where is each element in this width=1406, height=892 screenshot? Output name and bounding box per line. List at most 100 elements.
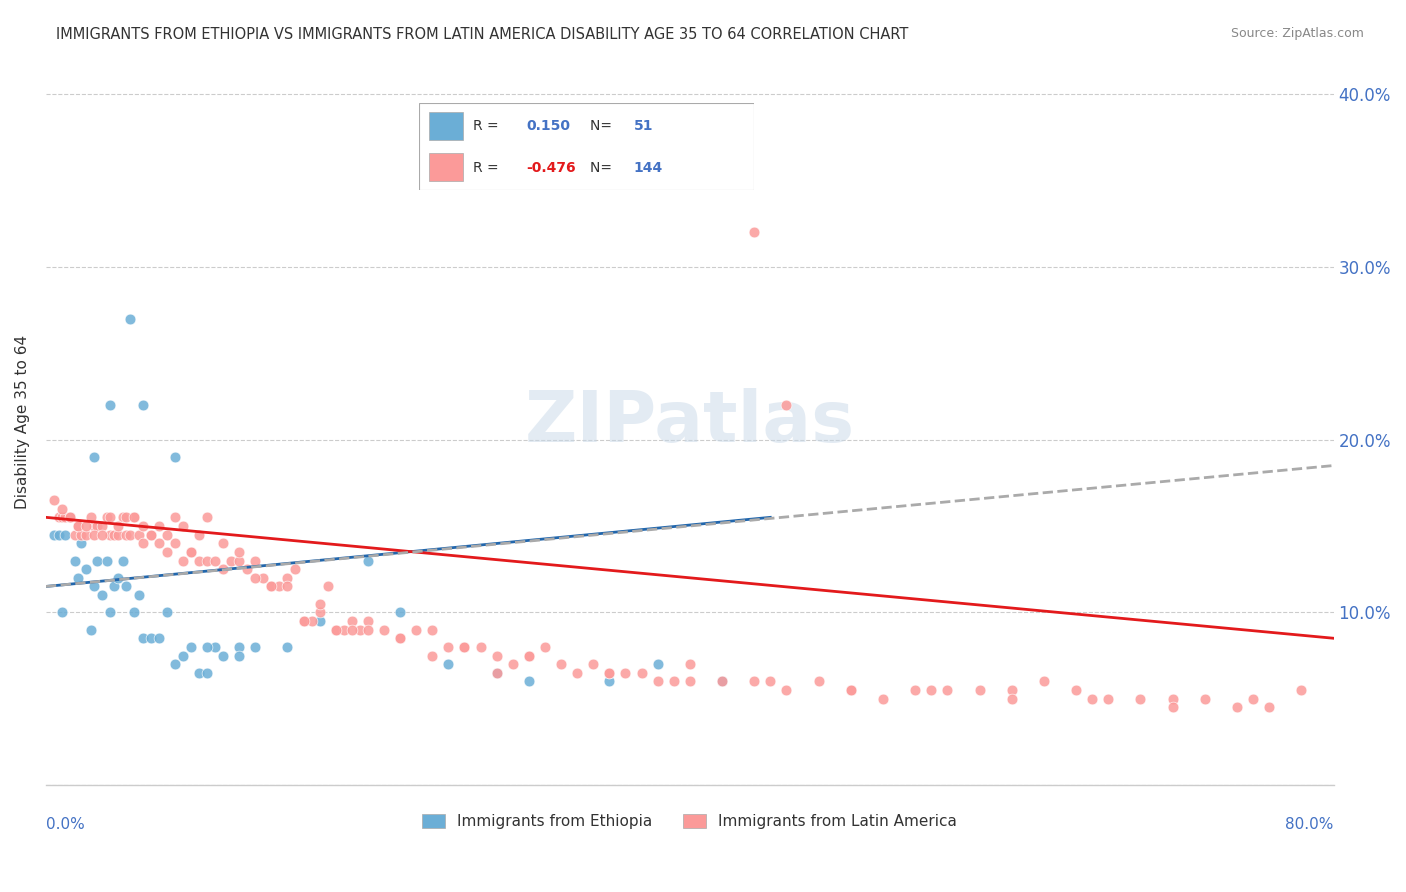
Point bbox=[565, 665, 588, 680]
Point bbox=[325, 623, 347, 637]
Point bbox=[86, 519, 108, 533]
Point bbox=[53, 510, 76, 524]
Point bbox=[172, 553, 194, 567]
Point bbox=[389, 605, 412, 619]
Point bbox=[711, 674, 734, 689]
Point bbox=[872, 691, 894, 706]
Point bbox=[195, 640, 218, 654]
Point bbox=[131, 536, 153, 550]
Point bbox=[98, 510, 121, 524]
Point bbox=[679, 657, 702, 672]
Point bbox=[75, 527, 97, 541]
Point bbox=[284, 562, 307, 576]
Point bbox=[534, 640, 557, 654]
Point bbox=[340, 614, 363, 628]
Point bbox=[156, 545, 179, 559]
Point bbox=[308, 605, 330, 619]
Point bbox=[332, 623, 354, 637]
Point bbox=[112, 553, 135, 567]
Point bbox=[204, 640, 226, 654]
Point bbox=[759, 674, 782, 689]
Point bbox=[67, 571, 90, 585]
Point bbox=[245, 571, 267, 585]
Point bbox=[839, 683, 862, 698]
Point bbox=[470, 640, 492, 654]
Point bbox=[582, 657, 605, 672]
Point bbox=[180, 545, 202, 559]
Point bbox=[420, 648, 443, 663]
Point bbox=[96, 553, 118, 567]
Point bbox=[67, 519, 90, 533]
Point bbox=[118, 311, 141, 326]
Point bbox=[83, 450, 105, 464]
Point bbox=[139, 527, 162, 541]
Point bbox=[163, 510, 186, 524]
Point bbox=[118, 527, 141, 541]
Point bbox=[389, 632, 412, 646]
Point bbox=[969, 683, 991, 698]
Point bbox=[195, 510, 218, 524]
Point bbox=[517, 648, 540, 663]
Point bbox=[180, 640, 202, 654]
Point bbox=[316, 579, 339, 593]
Point bbox=[1032, 674, 1054, 689]
Point bbox=[308, 614, 330, 628]
Point bbox=[517, 674, 540, 689]
Point bbox=[276, 579, 298, 593]
Point bbox=[51, 510, 73, 524]
Point bbox=[647, 657, 669, 672]
Point bbox=[276, 640, 298, 654]
Point bbox=[245, 640, 267, 654]
Point bbox=[1258, 700, 1281, 714]
Point bbox=[550, 657, 572, 672]
Point bbox=[630, 665, 652, 680]
Point bbox=[86, 553, 108, 567]
Point bbox=[48, 527, 70, 541]
Point bbox=[115, 527, 138, 541]
Point bbox=[195, 665, 218, 680]
Point bbox=[598, 674, 620, 689]
Point bbox=[59, 510, 82, 524]
Point bbox=[340, 623, 363, 637]
Point bbox=[148, 536, 170, 550]
Point bbox=[453, 640, 475, 654]
Point bbox=[83, 519, 105, 533]
Point bbox=[1001, 691, 1024, 706]
Point bbox=[662, 674, 685, 689]
Point bbox=[437, 657, 460, 672]
Point bbox=[195, 553, 218, 567]
Point bbox=[1097, 691, 1119, 706]
Point bbox=[236, 562, 259, 576]
Point bbox=[1081, 691, 1104, 706]
Point bbox=[115, 579, 138, 593]
Point bbox=[502, 657, 524, 672]
Point bbox=[98, 527, 121, 541]
Point bbox=[131, 398, 153, 412]
Point bbox=[598, 665, 620, 680]
Point bbox=[260, 579, 283, 593]
Point bbox=[292, 614, 315, 628]
Point bbox=[1161, 691, 1184, 706]
Point bbox=[936, 683, 959, 698]
Point bbox=[124, 605, 146, 619]
Point bbox=[517, 648, 540, 663]
Point bbox=[228, 648, 250, 663]
Point bbox=[103, 579, 125, 593]
Point bbox=[53, 527, 76, 541]
Point bbox=[212, 648, 235, 663]
Point bbox=[51, 501, 73, 516]
Point bbox=[453, 640, 475, 654]
Point bbox=[357, 614, 380, 628]
Point bbox=[180, 545, 202, 559]
Point bbox=[920, 683, 942, 698]
Point bbox=[187, 553, 209, 567]
Point bbox=[742, 225, 765, 239]
Point bbox=[124, 510, 146, 524]
Point bbox=[59, 510, 82, 524]
Text: ZIPatlas: ZIPatlas bbox=[524, 388, 855, 457]
Point bbox=[163, 450, 186, 464]
Point bbox=[711, 674, 734, 689]
Point bbox=[139, 527, 162, 541]
Point bbox=[485, 648, 508, 663]
Point bbox=[1226, 700, 1249, 714]
